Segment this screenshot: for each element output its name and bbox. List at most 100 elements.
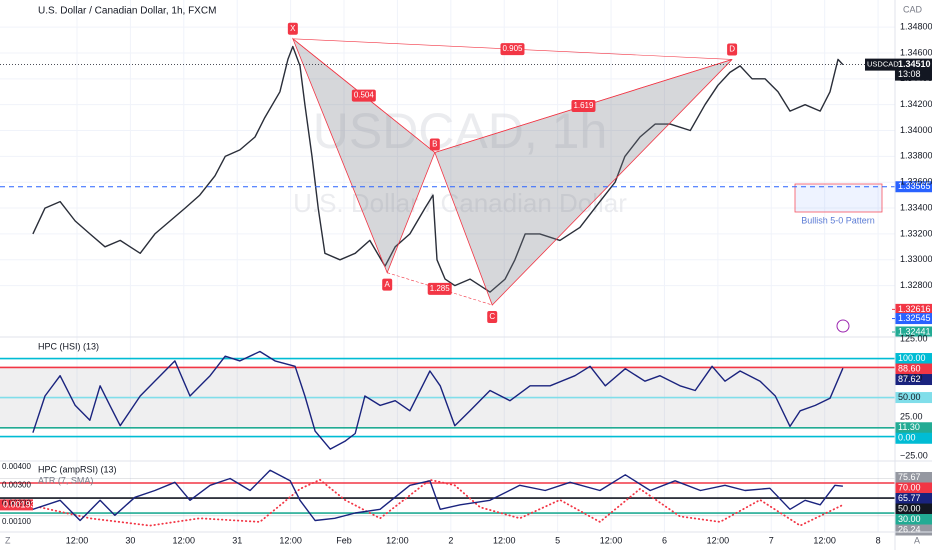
level-label: 65.77 — [898, 493, 921, 503]
y-tick-label: 0.00400 — [2, 462, 31, 471]
ratio-label: 0.905 — [502, 44, 523, 53]
x-tick-label: 12:00 — [279, 535, 302, 545]
pattern-name: Bullish 5-0 Pattern — [801, 215, 875, 225]
countdown: 13:08 — [898, 69, 921, 79]
ratio-label: 1.619 — [573, 101, 594, 110]
y-tick-label: 1.34200 — [900, 99, 932, 109]
last-price: 1.34510 — [898, 59, 931, 69]
x-tick-label: 12:00 — [173, 535, 196, 545]
level-label-box — [895, 472, 932, 483]
x-tick-label: 7 — [769, 535, 774, 545]
level-label-box — [895, 524, 932, 536]
series-line — [39, 478, 844, 527]
symbol-tag — [865, 58, 895, 71]
x-tick-label: Feb — [336, 535, 352, 545]
chart-title: U.S. Dollar / Canadian Dollar, 1h, FXCM — [38, 6, 216, 17]
level-label-box — [895, 422, 932, 434]
level-label-box — [895, 432, 932, 444]
hline-label: 1.33565 — [898, 181, 931, 191]
pattern-point — [287, 22, 298, 35]
pattern-point — [727, 43, 738, 56]
y-tick-label: 1.33600 — [900, 177, 932, 187]
y-tick-label: 25.00 — [900, 411, 923, 421]
level-label: 87.62 — [898, 374, 921, 384]
y-tick-label: 1.33200 — [900, 228, 932, 238]
hline-label-box — [895, 181, 932, 193]
pattern-point-label: C — [489, 312, 495, 321]
ratio-label: 0.504 — [354, 91, 375, 100]
x-tick-label: 12:00 — [707, 535, 730, 545]
symbol: USDCAD — [867, 60, 899, 69]
panel-title: HPC (HSI) (13) — [38, 341, 99, 351]
level-label: 0.00 — [898, 433, 916, 443]
x-tick-label: 31 — [232, 535, 242, 545]
y-tick-label: 1.34800 — [900, 22, 932, 32]
toolbar-button[interactable]: A — [914, 535, 920, 545]
x-tick-label: 5 — [555, 535, 560, 545]
last-value-box — [0, 499, 33, 511]
watermark-symbol: USDCAD, 1h — [313, 103, 608, 159]
panel-title: HPC (ampRSI) (13) — [38, 464, 117, 474]
pattern-point-label: B — [432, 140, 437, 149]
currency: CAD — [903, 4, 923, 14]
x-tick-label: 12:00 — [813, 535, 836, 545]
y-tick-label: 0.00300 — [2, 480, 31, 489]
x-tick-label: 8 — [876, 535, 881, 545]
ratio-box — [427, 282, 452, 295]
y-tick-label: 0.00200 — [2, 499, 31, 508]
level-label: 30.00 — [898, 514, 921, 524]
x-tick-label: 12:00 — [493, 535, 516, 545]
panel-subtitle: ATR (7, SMA) — [38, 475, 93, 485]
level-label-box — [895, 514, 932, 525]
watermark-name: U.S. Dollar / Canadian Dollar — [293, 188, 627, 218]
y-tick-label: 75.00 — [900, 372, 923, 382]
level-label-box — [895, 353, 932, 365]
x-tick-label: 12:00 — [66, 535, 89, 545]
price-label-box — [895, 313, 932, 325]
y-tick-label: 1.34600 — [900, 47, 932, 57]
price-label: 1.32616 — [898, 304, 931, 314]
y-tick-label: 1.33000 — [900, 254, 932, 264]
y-tick-label: 1.34000 — [900, 125, 932, 135]
level-label: 11.30 — [898, 422, 920, 432]
pattern-point-label: D — [729, 45, 735, 54]
level-label: 70.00 — [898, 482, 921, 492]
pattern-point — [429, 138, 440, 151]
ratio-box — [571, 99, 596, 112]
level-label-box — [895, 482, 932, 494]
y-tick-label: 1.32800 — [900, 280, 932, 290]
pattern-point-label: A — [385, 280, 391, 289]
x-tick-label: 2 — [448, 535, 453, 545]
pattern-zone — [794, 183, 883, 213]
x-tick-label: 12:00 — [600, 535, 623, 545]
level-label-box — [895, 374, 932, 386]
level-label-box — [895, 392, 932, 404]
y-tick-label: 1.33800 — [900, 151, 932, 161]
price-label-box — [895, 326, 932, 338]
x-tick-label: 12:00 — [386, 535, 409, 545]
x-tick-label: 30 — [125, 535, 135, 545]
level-label: 100.00 — [898, 353, 926, 363]
pattern-leg — [387, 272, 493, 306]
x-tick-label: 6 — [662, 535, 667, 545]
level-label: 75.67 — [898, 472, 921, 482]
pattern-point — [382, 278, 393, 291]
series-line — [32, 469, 843, 522]
price-label: 1.32545 — [898, 313, 931, 323]
price-label: 1.32441 — [898, 326, 931, 336]
toolbar-button[interactable]: Z — [5, 535, 11, 545]
level-label: 88.60 — [898, 363, 921, 373]
y-tick-label: 0.00100 — [2, 517, 31, 526]
level-label: 50.00 — [898, 392, 921, 402]
level-label: 50.00 — [898, 503, 921, 513]
ratio-label: 1.285 — [430, 284, 451, 293]
level-label-box — [895, 493, 932, 504]
alert-icon[interactable] — [836, 319, 850, 333]
ratio-box — [500, 43, 525, 56]
last-price-box — [895, 58, 932, 81]
y-tick-label: 1.33400 — [900, 202, 932, 212]
price-line — [32, 45, 844, 293]
level-label-box — [895, 363, 932, 375]
